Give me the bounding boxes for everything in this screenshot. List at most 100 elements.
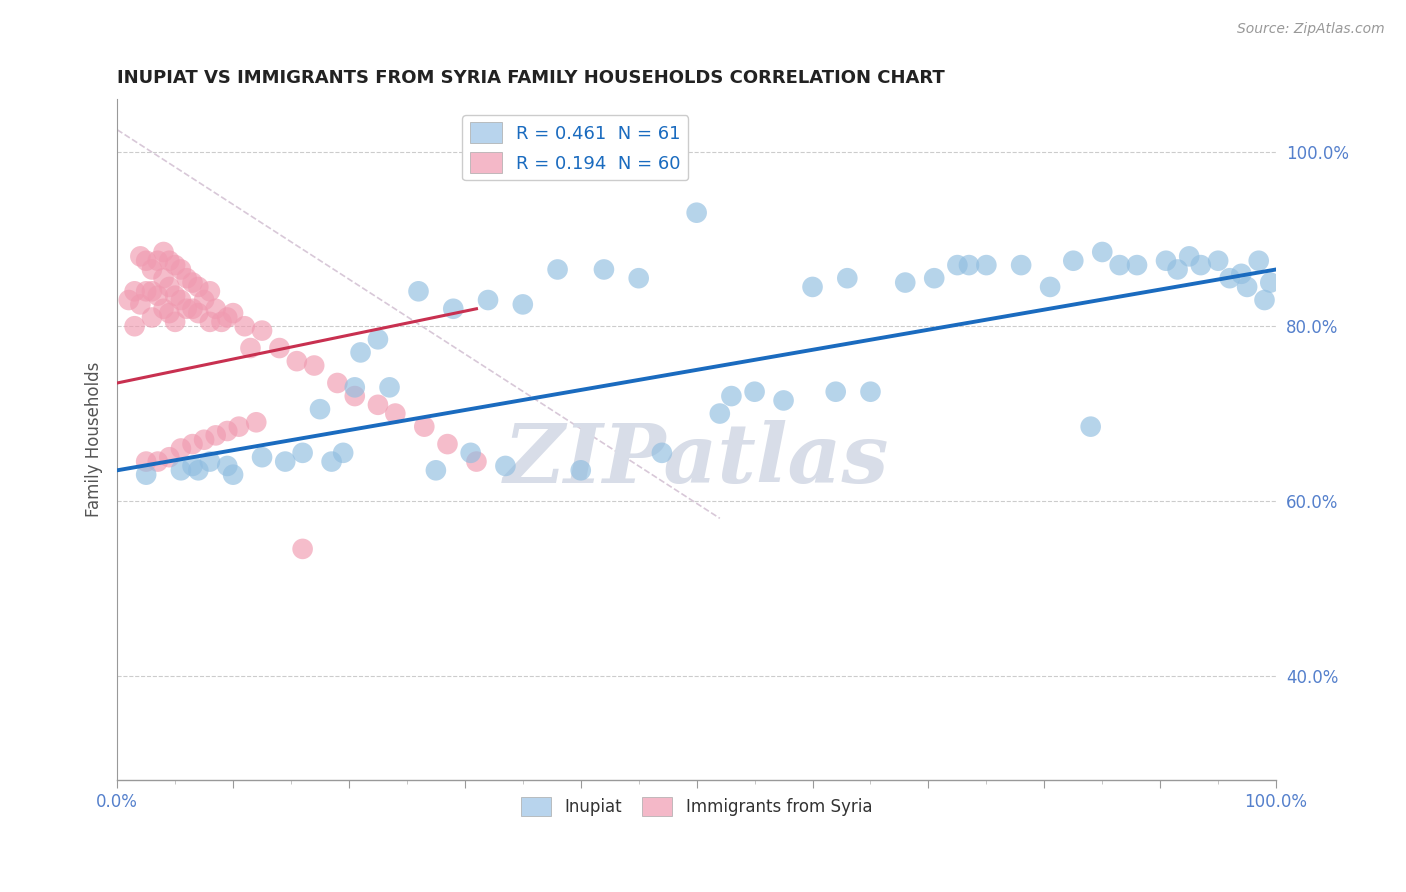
Point (141, 310, 163, 325)
Point (436, 437, 458, 451)
Legend: Inupiat, Immigrants from Syria: Inupiat, Immigrants from Syria (515, 790, 879, 823)
Point (801, 280, 824, 294)
Point (239, 341, 262, 355)
Text: INUPIAT VS IMMIGRANTS FROM SYRIA FAMILY HOUSEHOLDS CORRELATION CHART: INUPIAT VS IMMIGRANTS FROM SYRIA FAMILY … (117, 69, 945, 87)
Point (441, 301, 464, 316)
Point (1206, 253, 1229, 268)
Point (193, 433, 215, 447)
Point (326, 376, 349, 390)
Point (343, 380, 366, 394)
Point (425, 463, 447, 477)
Point (291, 541, 314, 556)
Point (222, 467, 245, 482)
Point (477, 293, 499, 307)
Point (894, 276, 917, 290)
Point (135, 454, 157, 468)
Point (1010, 258, 1032, 272)
Point (837, 271, 859, 285)
Point (146, 288, 169, 302)
Point (193, 293, 215, 307)
Point (367, 332, 389, 346)
Point (217, 310, 239, 325)
Point (512, 297, 534, 311)
Point (187, 306, 209, 320)
Point (176, 271, 198, 285)
Point (135, 285, 157, 299)
Point (744, 384, 766, 399)
Point (181, 276, 204, 290)
Point (181, 458, 204, 473)
Point (946, 258, 969, 272)
Point (384, 407, 406, 421)
Point (152, 301, 174, 316)
Point (170, 262, 193, 277)
Point (547, 262, 569, 277)
Point (245, 415, 267, 429)
Y-axis label: Family Households: Family Households (86, 362, 103, 517)
Point (772, 393, 794, 408)
Point (1080, 419, 1102, 434)
Point (211, 315, 233, 329)
Point (157, 280, 180, 294)
Point (1091, 245, 1114, 260)
Point (651, 446, 673, 460)
Point (233, 319, 256, 334)
Point (1126, 258, 1149, 272)
Point (157, 450, 180, 465)
Point (269, 341, 291, 355)
Point (165, 315, 187, 329)
Point (494, 458, 516, 473)
Point (1154, 253, 1177, 268)
Point (170, 442, 193, 456)
Point (824, 384, 846, 399)
Point (720, 389, 742, 403)
Point (627, 271, 650, 285)
Point (709, 407, 731, 421)
Point (176, 301, 198, 316)
Point (198, 454, 221, 468)
Point (124, 319, 146, 334)
Point (204, 301, 226, 316)
Point (859, 384, 882, 399)
Point (922, 271, 945, 285)
Point (198, 315, 221, 329)
Point (181, 301, 204, 316)
Point (187, 280, 209, 294)
Point (1258, 276, 1281, 290)
Point (1230, 267, 1253, 281)
Point (152, 245, 174, 260)
Point (222, 306, 245, 320)
Point (170, 463, 193, 477)
Point (204, 428, 226, 442)
Point (1247, 253, 1270, 268)
Point (309, 402, 332, 417)
Point (118, 293, 141, 307)
Point (146, 253, 169, 268)
Point (1253, 293, 1275, 307)
Point (302, 359, 325, 373)
Point (460, 446, 482, 460)
Point (217, 424, 239, 438)
Point (1178, 249, 1201, 263)
Point (274, 454, 297, 468)
Point (593, 262, 616, 277)
Point (285, 354, 308, 368)
Point (135, 253, 157, 268)
Point (343, 389, 366, 403)
Point (250, 324, 273, 338)
Point (569, 463, 592, 477)
Point (129, 297, 152, 311)
Point (187, 463, 209, 477)
Point (291, 446, 314, 460)
Point (378, 380, 401, 394)
Point (1167, 262, 1189, 277)
Point (408, 285, 430, 299)
Point (165, 288, 187, 302)
Point (976, 258, 998, 272)
Point (1039, 280, 1062, 294)
Point (1219, 271, 1241, 285)
Point (1062, 253, 1084, 268)
Point (141, 285, 163, 299)
Point (198, 285, 221, 299)
Point (141, 262, 163, 277)
